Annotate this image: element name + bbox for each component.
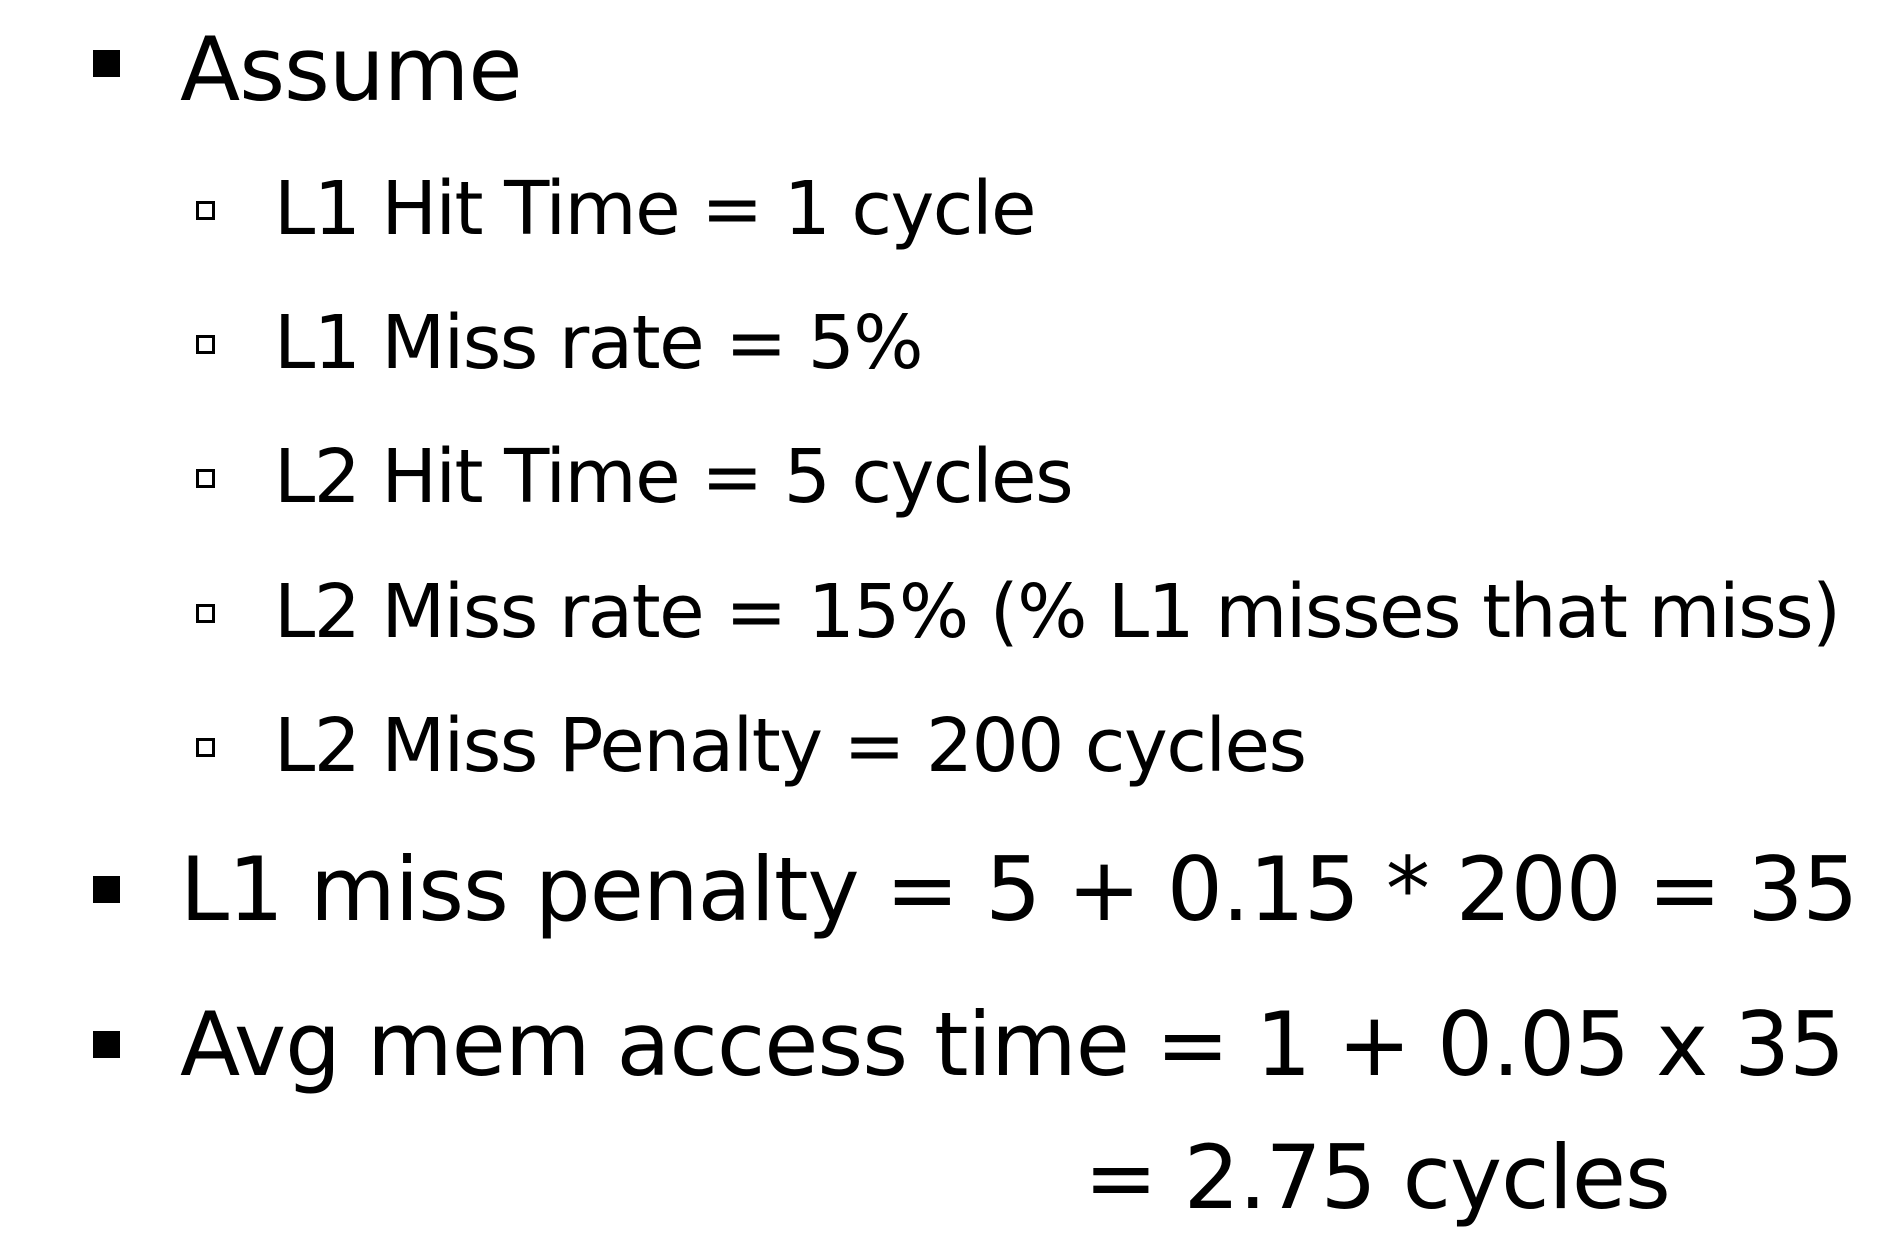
- sub-bullet-text: L2 Hit Time = 5 cycles: [274, 434, 1074, 520]
- bullet-continuation-text: = 2.75 cycles: [1084, 1126, 1671, 1229]
- bullet-marker: [93, 876, 120, 903]
- sub-bullet-text: L2 Miss rate = 15% (% L1 misses that mis…: [274, 569, 1841, 655]
- sub-bullet-marker: [196, 604, 215, 623]
- bullet-text: L1 miss penalty = 5 + 0.15 * 200 = 35: [180, 838, 1858, 941]
- bullet-marker: [93, 50, 120, 77]
- sub-bullet-marker: [196, 469, 215, 488]
- sub-bullet-text: L1 Hit Time = 1 cycle: [274, 166, 1037, 252]
- bullet-text: Assume: [180, 18, 523, 121]
- sub-bullet-text: L2 Miss Penalty = 200 cycles: [274, 703, 1307, 789]
- bullet-text: Avg mem access time = 1 + 0.05 x 35: [180, 993, 1845, 1096]
- bullet-marker: [93, 1031, 120, 1058]
- sub-bullet-marker: [196, 201, 215, 220]
- sub-bullet-marker: [196, 335, 215, 354]
- sub-bullet-marker: [196, 738, 215, 757]
- sub-bullet-text: L1 Miss rate = 5%: [274, 300, 924, 386]
